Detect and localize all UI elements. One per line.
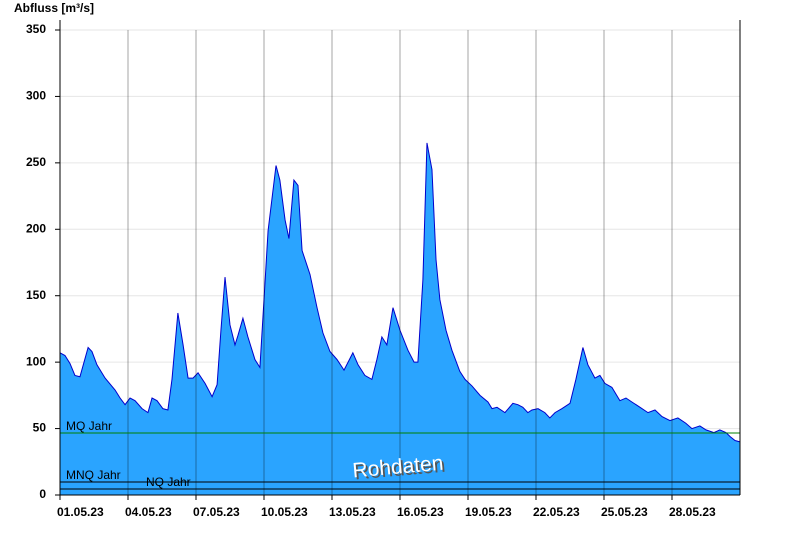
area-line [59,142,741,443]
y-tick-label: 250 [26,155,46,169]
x-tick-label: 07.05.23 [193,505,240,519]
x-tick-label: 01.05.23 [57,505,104,519]
y-tick-label: 300 [26,89,46,103]
x-tick-label: 25.05.23 [601,505,648,519]
reference-label: MQ Jahr [66,419,112,433]
x-tick-label: 22.05.23 [533,505,580,519]
x-tick-label: 10.05.23 [261,505,308,519]
x-tick-label: 28.05.23 [669,505,716,519]
reference-label: MNQ Jahr [66,468,121,482]
x-tick-label: 19.05.23 [465,505,512,519]
y-tick-label: 50 [33,421,47,435]
x-tick-label: 13.05.23 [329,505,376,519]
reference-label: NQ Jahr [146,475,191,489]
y-tick-label: 350 [26,22,46,36]
x-tick-label: 04.05.23 [125,505,172,519]
y-tick-label: 200 [26,221,46,235]
x-tick-label: 16.05.23 [397,505,444,519]
y-tick-label: 0 [39,487,46,501]
y-tick-label: 150 [26,288,46,302]
y-tick-label: 100 [26,354,46,368]
y-axis-label: Abfluss [m³/s] [14,1,94,15]
area-fill [60,142,740,495]
